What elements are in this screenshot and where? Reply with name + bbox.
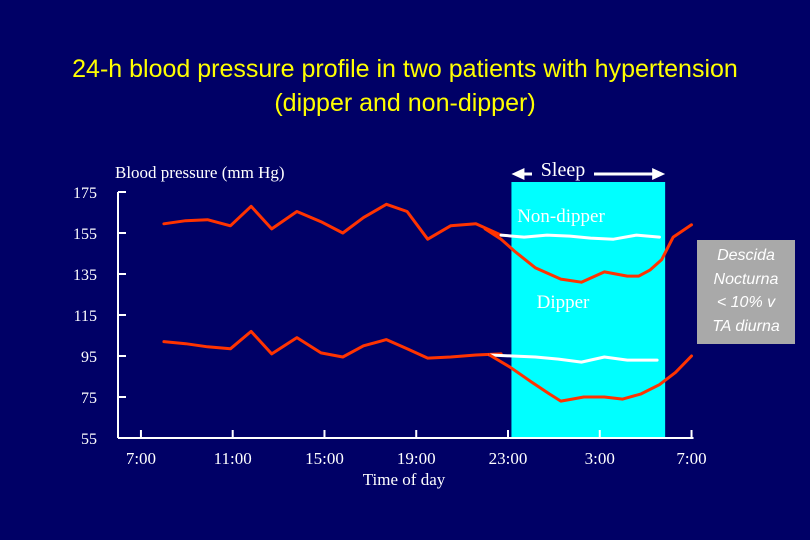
series-line-2 [499, 233, 661, 241]
y-tick-label: 95 [81, 349, 97, 366]
chart-title: 24-h blood pressure profile in two patie… [0, 52, 810, 120]
x-tick-label: 19:00 [397, 449, 436, 468]
x-tick-label: 7:00 [676, 449, 706, 468]
series-line-6 [488, 353, 693, 403]
x-axis-label: Time of day [363, 470, 446, 489]
y-tick-label: 135 [73, 267, 97, 284]
dipper-label: Dipper [537, 292, 590, 313]
x-tick-label: 7:00 [126, 449, 156, 468]
x-tick-label: 23:00 [489, 449, 528, 468]
annotation-note: Descida Nocturna < 10% v TA diurna [697, 240, 795, 344]
y-tick-label: 175 [73, 185, 97, 202]
sleep-arrow-head-right [652, 168, 666, 180]
chart-title-line-1: 24-h blood pressure profile in two patie… [72, 55, 738, 83]
x-tick-label: 15:00 [305, 449, 344, 468]
non-dipper-label: Non-dipper [517, 206, 605, 227]
sleep-arrow [511, 168, 666, 180]
y-axis-label: Blood pressure (mm Hg) [115, 163, 285, 182]
y-tick-label: 155 [73, 226, 97, 243]
x-tick-label: 11:00 [214, 449, 252, 468]
series-line-3 [483, 223, 693, 284]
y-tick-label: 55 [81, 431, 97, 448]
y-tick-label: 115 [74, 308, 97, 325]
sleep-arrow-head-left [511, 168, 525, 180]
x-tick-label: 3:00 [585, 449, 615, 468]
chart-title-line-2: (dipper and non-dipper) [274, 89, 536, 117]
series-line-1 [162, 202, 503, 241]
series-line-5 [488, 353, 659, 364]
y-tick-label: 75 [81, 390, 97, 407]
series-line-4 [162, 329, 503, 360]
sleep-label: Sleep [541, 159, 585, 181]
